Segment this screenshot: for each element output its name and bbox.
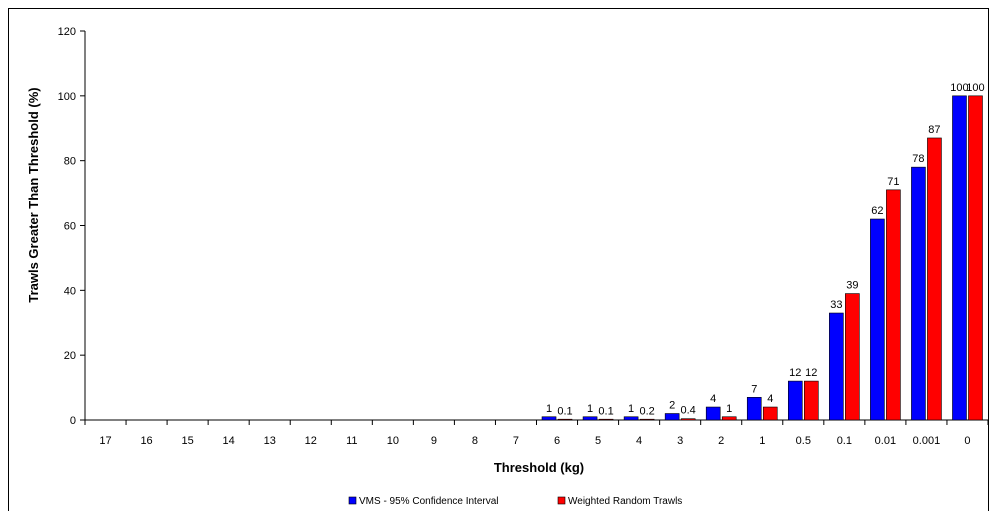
x-tick-label: 6 bbox=[554, 435, 560, 447]
x-tick-label: 5 bbox=[595, 435, 601, 447]
data-label-vms: 12 bbox=[789, 367, 801, 379]
bar-vms bbox=[582, 416, 598, 421]
legend-swatch-weighted bbox=[557, 496, 566, 505]
bar-weighted bbox=[680, 418, 696, 421]
bar-vms bbox=[911, 166, 926, 421]
x-tick-label: 0.01 bbox=[875, 435, 896, 447]
bar-vms bbox=[664, 413, 680, 421]
data-label-vms: 1 bbox=[587, 403, 593, 415]
x-tick-label: 15 bbox=[181, 435, 193, 447]
x-tick-label: 9 bbox=[431, 435, 437, 447]
bar-weighted bbox=[639, 418, 655, 421]
bar-vms bbox=[623, 416, 639, 421]
x-tick-label: 12 bbox=[305, 435, 317, 447]
legend: VMS - 95% Confidence Interval Weighted R… bbox=[348, 496, 682, 507]
bar-vms bbox=[787, 380, 803, 421]
bar-weighted bbox=[927, 137, 942, 421]
x-tick-label: 0.1 bbox=[837, 435, 852, 447]
bar-vms bbox=[705, 406, 721, 421]
x-axis-title: Threshold (kg) bbox=[494, 460, 584, 475]
data-label-weighted: 0.1 bbox=[598, 406, 613, 418]
chart-frame: 0 20 40 60 80 100 120 17 16 15 14 13 12 11 10 9 8 7 6 5 4 3 2 1… bbox=[8, 8, 989, 511]
data-label-weighted: 39 bbox=[846, 280, 858, 292]
data-label-vms: 78 bbox=[912, 153, 924, 165]
data-label-vms: 4 bbox=[710, 393, 716, 405]
data-label-weighted: 71 bbox=[887, 176, 899, 188]
bar-weighted bbox=[886, 189, 901, 421]
bar-vms bbox=[541, 416, 557, 421]
data-label-vms: 100 bbox=[950, 82, 968, 94]
data-label-weighted: 0.4 bbox=[681, 405, 696, 417]
data-label-vms: 1 bbox=[546, 403, 552, 415]
bar-vms bbox=[870, 218, 885, 421]
data-label-weighted: 100 bbox=[966, 82, 984, 94]
data-label-vms: 62 bbox=[871, 205, 883, 217]
x-tick-label: 0.5 bbox=[796, 435, 811, 447]
bar-weighted bbox=[762, 406, 778, 421]
data-label-weighted: 4 bbox=[767, 393, 773, 405]
data-label-vms: 2 bbox=[669, 400, 675, 412]
data-label-weighted: 12 bbox=[805, 367, 817, 379]
legend-label-weighted: Weighted Random Trawls bbox=[568, 496, 682, 507]
x-tick-label: 17 bbox=[99, 435, 111, 447]
x-tick-label: 11 bbox=[346, 435, 357, 447]
data-label-vms: 7 bbox=[751, 383, 757, 395]
bar-weighted bbox=[721, 416, 737, 421]
bar-weighted bbox=[598, 418, 614, 421]
x-tick-label: 1 bbox=[759, 435, 765, 447]
bar-weighted bbox=[968, 95, 983, 421]
y-tick-label: 100 bbox=[58, 91, 76, 103]
data-label-vms: 1 bbox=[628, 403, 634, 415]
legend-swatch-vms bbox=[348, 496, 357, 505]
x-tick-label: 3 bbox=[677, 435, 683, 447]
y-tick-label: 80 bbox=[64, 156, 76, 168]
data-label-weighted: 0.1 bbox=[557, 406, 572, 418]
bar-vms bbox=[952, 95, 967, 421]
x-tick-label: 8 bbox=[472, 435, 478, 447]
bar-weighted bbox=[845, 293, 860, 421]
bar-weighted bbox=[557, 418, 573, 421]
x-tick-label: 4 bbox=[636, 435, 642, 447]
data-label-weighted: 87 bbox=[928, 124, 940, 136]
y-tick-label: 120 bbox=[58, 26, 76, 38]
y-tick-label: 40 bbox=[64, 285, 76, 297]
y-axis-title: Trawls Greater Than Threshold (%) bbox=[26, 87, 41, 302]
x-tick-label: 0 bbox=[964, 435, 970, 447]
bar-vms bbox=[746, 397, 762, 421]
x-tick-label: 7 bbox=[513, 435, 519, 447]
y-tick-label: 60 bbox=[64, 221, 76, 233]
data-label-vms: 33 bbox=[830, 299, 842, 311]
x-tick-label: 14 bbox=[223, 435, 235, 447]
x-tick-label: 13 bbox=[264, 435, 276, 447]
bar-weighted bbox=[803, 380, 819, 421]
data-label-weighted: 0.2 bbox=[639, 405, 654, 417]
x-tick-label: 10 bbox=[387, 435, 399, 447]
legend-label-vms: VMS - 95% Confidence Interval bbox=[359, 496, 499, 507]
data-label-weighted: 1 bbox=[726, 403, 732, 415]
x-tick-label: 0.001 bbox=[913, 435, 941, 447]
x-tick-label: 2 bbox=[718, 435, 724, 447]
x-tick-label: 16 bbox=[140, 435, 152, 447]
y-tick-label: 20 bbox=[64, 350, 76, 362]
bar-vms bbox=[829, 312, 844, 421]
y-tick-label: 0 bbox=[70, 415, 76, 427]
